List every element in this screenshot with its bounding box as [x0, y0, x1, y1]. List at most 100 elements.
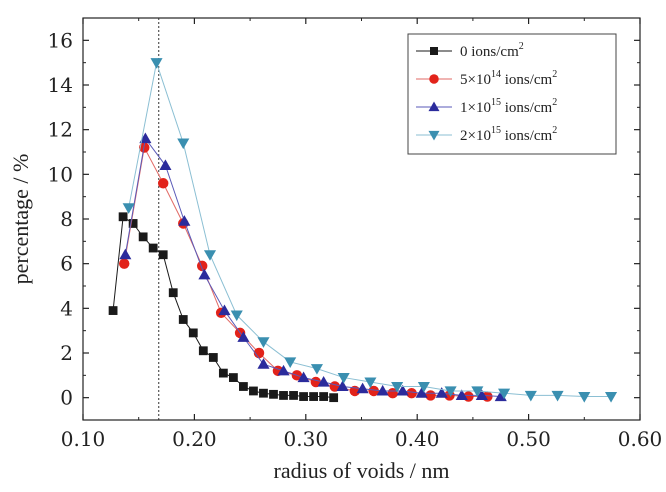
y-tick-label: 2: [60, 341, 73, 365]
x-axis: 0.10 0.20 0.30 0.40 0.50 0.60: [61, 18, 663, 451]
legend-marker: [428, 130, 440, 141]
data-point: [317, 375, 330, 387]
data-point: [239, 382, 248, 391]
data-point: [218, 304, 231, 316]
data-point: [277, 364, 290, 376]
data-point: [435, 387, 448, 398]
data-point: [139, 132, 152, 144]
data-point: [203, 250, 217, 261]
data-point: [198, 268, 211, 280]
data-point: [368, 385, 379, 397]
data-point: [376, 384, 389, 396]
data-point: [257, 337, 270, 348]
legend-label: 2×1015 ions/cm2: [460, 125, 557, 144]
data-point: [118, 258, 130, 269]
data-point: [455, 389, 468, 400]
data-point: [289, 391, 298, 400]
legend-box: [407, 33, 617, 155]
data-point: [475, 389, 488, 400]
data-point: [122, 203, 135, 214]
data-point: [178, 215, 191, 226]
data-point: [228, 373, 238, 382]
data-point: [168, 288, 178, 298]
data-point: [178, 315, 188, 324]
y-tick-label: 16: [48, 28, 73, 52]
y-axis-title: percentage / %: [8, 154, 33, 285]
data-point: [297, 371, 310, 383]
x-tick-label: 0.30: [284, 427, 329, 451]
data-point: [336, 380, 349, 392]
data-point: [310, 364, 323, 375]
data-point: [257, 358, 270, 369]
legend-label: 0 ions/cm2: [460, 41, 524, 60]
data-point: [159, 159, 172, 170]
data-point: [284, 357, 297, 368]
legend-marker: [430, 47, 438, 55]
data-point: [279, 391, 288, 400]
series-2: [119, 132, 507, 402]
data-point: [309, 392, 318, 401]
series-line: [124, 137, 501, 398]
y-tick-label: 12: [48, 118, 73, 142]
x-tick-label: 0.20: [172, 427, 217, 451]
legend-marker: [428, 101, 440, 112]
y-tick-label: 14: [48, 73, 73, 97]
x-axis-title: radius of voids / nm: [274, 458, 450, 483]
legend-marker: [429, 74, 439, 84]
data-point: [158, 250, 168, 260]
data-point: [249, 386, 258, 396]
y-tick-label: 6: [60, 252, 73, 276]
data-point: [498, 388, 511, 400]
data-point: [364, 377, 377, 389]
y-tick-label: 10: [48, 162, 73, 186]
data-point: [218, 368, 228, 378]
x-tick-label: 0.50: [506, 427, 551, 451]
legend-label: 1×1015 ions/cm2: [460, 97, 557, 116]
data-point: [319, 392, 329, 401]
data-point: [118, 212, 128, 222]
series-3: [122, 58, 618, 403]
data-point: [356, 382, 369, 394]
data-point: [259, 388, 268, 398]
data-point: [425, 390, 436, 401]
data-point: [253, 347, 265, 359]
y-axis: 0 2 4 6 8 10 12 14 16: [48, 28, 640, 421]
data-point: [329, 393, 339, 403]
data-point: [471, 386, 484, 398]
data-point: [157, 178, 169, 189]
x-tick-label: 0.10: [61, 427, 106, 451]
data-point: [524, 390, 537, 402]
data-point: [138, 232, 148, 242]
data-point: [406, 387, 417, 399]
data-point: [444, 386, 457, 398]
data-point: [208, 353, 218, 362]
series-1: [118, 142, 493, 402]
data-point: [391, 381, 404, 393]
x-tick-label: 0.60: [618, 427, 663, 451]
legend-label: 5×1014 ions/cm2: [460, 69, 557, 88]
y-tick-label: 0: [60, 386, 73, 410]
legend-item: 5×1014 ions/cm2: [416, 69, 557, 88]
data-point: [269, 389, 278, 399]
series-line: [123, 146, 488, 398]
data-point: [177, 138, 190, 150]
data-point: [198, 346, 208, 356]
data-point: [128, 219, 138, 228]
legend-item: 0 ions/cm2: [416, 41, 524, 60]
x-tick-label: 0.40: [395, 427, 440, 451]
series-layer: [108, 58, 618, 403]
data-point: [119, 248, 132, 260]
data-point: [337, 373, 350, 384]
data-point: [396, 384, 409, 396]
y-tick-label: 4: [60, 296, 73, 320]
y-tick-label: 8: [60, 207, 73, 231]
series-0: [108, 212, 339, 403]
data-point: [230, 310, 243, 322]
data-point: [150, 58, 163, 69]
data-point: [148, 243, 158, 253]
data-point: [604, 392, 618, 403]
legend: 0 ions/cm2 5×1014 ions/cm2 1×1015 ions/cm2…: [407, 33, 617, 155]
data-point: [578, 392, 591, 403]
data-point: [415, 387, 428, 398]
